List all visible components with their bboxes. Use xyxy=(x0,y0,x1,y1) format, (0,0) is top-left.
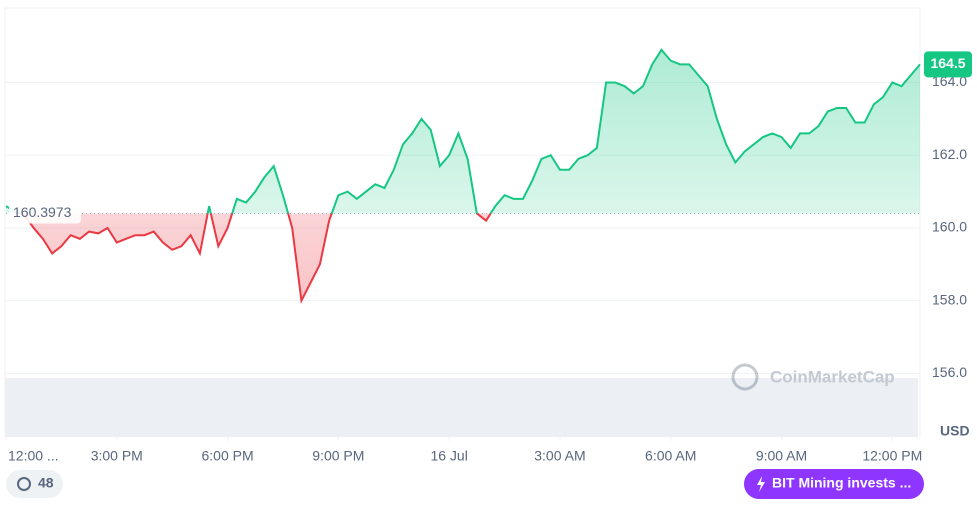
y-tick-label: 162.0 xyxy=(932,146,967,162)
y-unit: USD xyxy=(940,423,970,439)
baseline-label: 160.3973 xyxy=(13,204,72,220)
baseline-label-bg xyxy=(9,201,81,224)
badge-count: 48 xyxy=(38,475,54,491)
watermark-logo xyxy=(731,363,759,391)
x-tick-label: 3:00 AM xyxy=(534,448,585,464)
news-icon xyxy=(757,476,765,492)
x-tick-label: 12:00 PM xyxy=(862,448,922,464)
y-tick-label: 158.0 xyxy=(932,291,967,307)
y-tick-label: 160.0 xyxy=(932,219,967,235)
line-down xyxy=(17,213,492,305)
y-tick-label: 156.0 xyxy=(932,364,967,380)
x-tick-label: 6:00 PM xyxy=(202,448,254,464)
price-tag-label: 164.5 xyxy=(930,55,965,71)
x-tick-label: 16 Jul xyxy=(430,448,467,464)
volume-area xyxy=(5,378,918,437)
area-up xyxy=(6,49,920,214)
line-up xyxy=(5,48,921,214)
news-text: BIT Mining invests ... xyxy=(772,475,911,491)
x-tick-label: 6:00 AM xyxy=(645,448,696,464)
x-tick-label: 12:00 ... xyxy=(8,448,59,464)
badge[interactable] xyxy=(6,470,63,498)
price-tag xyxy=(924,51,972,78)
x-tick-label: 3:00 PM xyxy=(91,448,143,464)
x-tick-label: 9:00 AM xyxy=(756,448,807,464)
badge-icon xyxy=(17,477,31,491)
watermark: CoinMarketCap xyxy=(770,367,895,386)
x-tick-label: 9:00 PM xyxy=(312,448,364,464)
news-button[interactable] xyxy=(744,469,924,499)
